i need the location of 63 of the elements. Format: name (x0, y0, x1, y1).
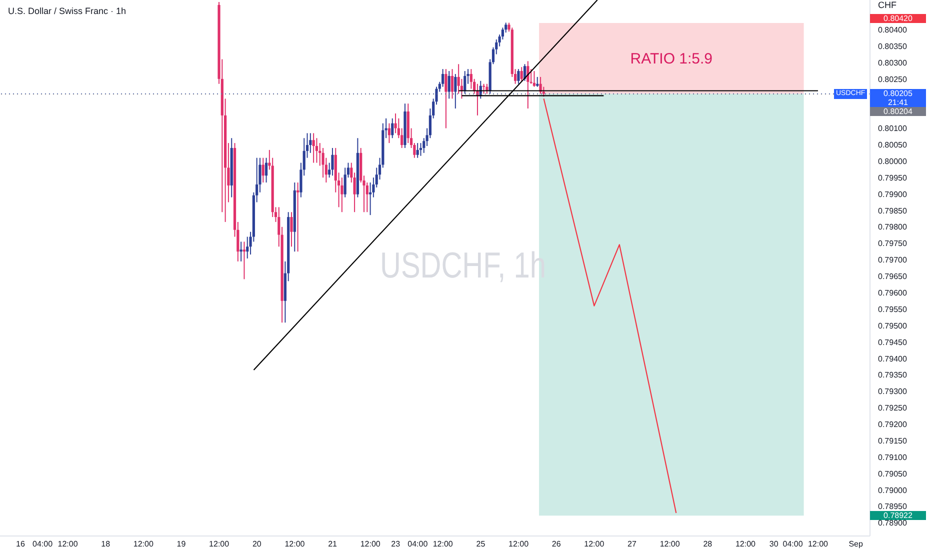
x-tick-label: 12:00 (133, 540, 154, 549)
y-tick-label: 0.79900 (878, 190, 908, 199)
x-tick-label: 12:00 (284, 540, 306, 549)
text: 21:41 (870, 98, 926, 108)
text: 0.80205 (870, 89, 926, 98)
x-tick-label: 12:00 (735, 540, 756, 549)
y-tick-label: 0.79250 (878, 404, 908, 413)
y-tick-label: 0.79450 (878, 338, 908, 347)
x-tick-label: 12:00 (660, 540, 680, 549)
x-tick-label: 21 (328, 540, 338, 549)
y-tick-label: 0.80400 (878, 25, 908, 34)
y-tick-label: 0.79150 (878, 436, 908, 446)
y-tick-label: 0.79600 (878, 288, 908, 298)
y-tick-label: 0.79300 (878, 387, 908, 396)
text: 0.80204 (870, 107, 926, 116)
x-tick-label: 12:00 (432, 540, 454, 549)
y-tick-label: 0.79650 (878, 272, 908, 282)
y-tick-label: 0.79800 (878, 222, 908, 232)
y-tick-label: 0.79000 (878, 486, 908, 495)
y-tick-label: 0.79200 (878, 420, 908, 430)
x-tick-label: 28 (703, 540, 713, 549)
x-tick-label: 20 (252, 540, 262, 549)
x-tick-label: 30 (769, 540, 779, 549)
x-tick-label: 18 (101, 540, 111, 549)
x-tick-label: 04:00 (408, 540, 428, 549)
y-tick-label: 0.78950 (878, 502, 908, 512)
y-tick-label: 0.80050 (878, 140, 908, 150)
x-tick-label: 26 (552, 540, 562, 549)
y-tick-label: 0.80300 (878, 58, 908, 68)
y-tick-label: 0.79950 (878, 173, 908, 182)
text: U.S. Dollar / Swiss Franc · 1h (8, 6, 126, 16)
x-tick-label: 23 (391, 540, 401, 549)
x-tick-label: 12:00 (584, 540, 605, 549)
y-tick-label: 0.80350 (878, 42, 908, 51)
y-tick-label: 0.79750 (878, 239, 908, 248)
x-tick-label: 19 (176, 540, 186, 549)
x-tick-label: 12:00 (360, 540, 381, 549)
y-tick-label: 0.79500 (878, 321, 908, 330)
y-tick-label: 0.79050 (878, 469, 908, 478)
x-tick-label: 12:00 (508, 540, 530, 549)
y-tick-label: 0.79550 (878, 304, 908, 314)
y-axis-title: CHF (878, 0, 896, 10)
x-tick-label: 04:00 (782, 540, 804, 549)
y-tick-label: 0.79700 (878, 256, 908, 265)
text: 0.80420 (870, 14, 926, 24)
y-tick-label: 0.79350 (878, 370, 908, 380)
y-tick-label: 0.79400 (878, 354, 908, 364)
y-tick-label: 0.80000 (878, 156, 908, 166)
text: 0.78922 (870, 511, 926, 520)
x-tick-label: 25 (476, 540, 486, 549)
y-tick-label: 0.80250 (878, 74, 908, 84)
y-tick-label: 0.80100 (878, 124, 908, 134)
x-tick-label: 04:00 (32, 540, 54, 549)
x-tick-label: 12:00 (808, 540, 829, 549)
x-tick-label: 16 (16, 540, 26, 549)
x-tick-label: Sep (848, 540, 864, 549)
band-label: RATIO 1:5.9 (630, 50, 713, 68)
x-tick-label: 12:00 (58, 540, 78, 549)
y-tick-label: 0.79850 (878, 206, 908, 216)
y-tick-label: 0.78900 (878, 518, 908, 528)
x-tick-label: 27 (628, 540, 638, 549)
x-tick-label: 12:00 (209, 540, 230, 549)
y-tick-label: 0.79100 (878, 452, 908, 462)
